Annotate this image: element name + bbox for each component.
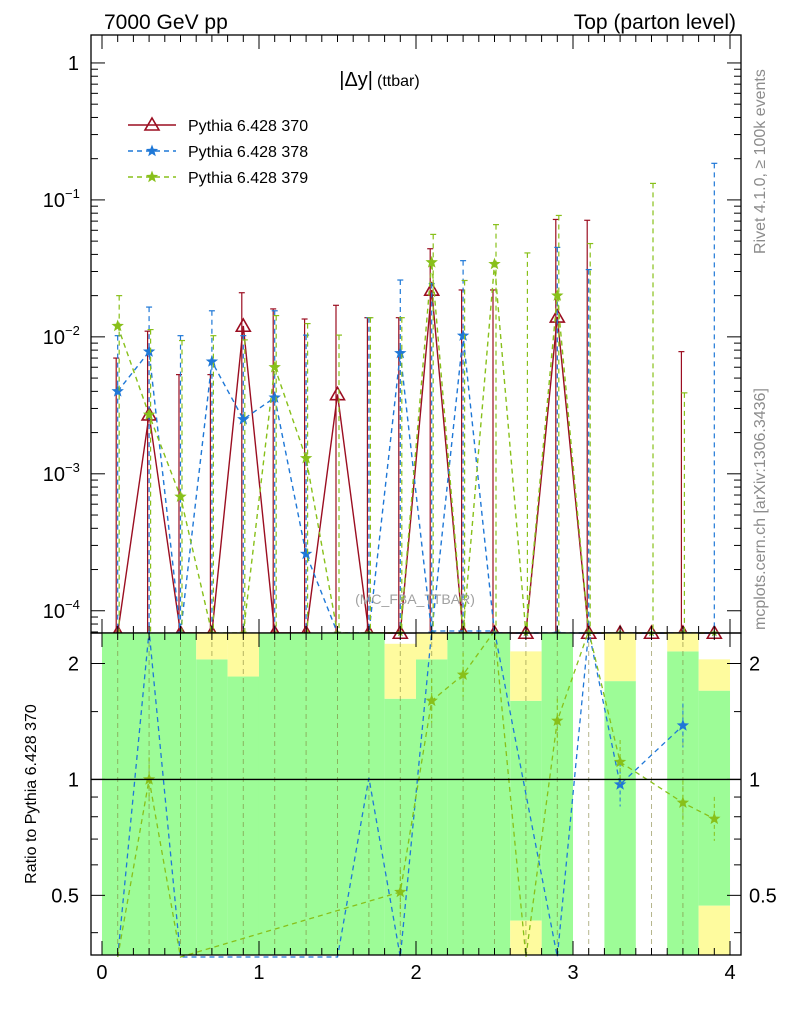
ratio-point-p379 xyxy=(394,885,407,898)
ratio-point-p379 xyxy=(613,755,627,768)
legend: Pythia 6.428 370 Pythia 6.428 378 Pythia 6… xyxy=(128,116,308,187)
plot-title: |Δy| xyxy=(339,69,373,91)
ratio-panel: 0.5 0.5 1 1 2 2 0 1 2 3 4 Ratio to Pythia 6.428 3… xyxy=(23,628,777,984)
series-line-p379 xyxy=(117,262,715,634)
ratio-point-p379 xyxy=(425,694,438,707)
ratio-band-green xyxy=(604,681,636,955)
legend-marker-p378 xyxy=(145,144,159,157)
mcplots-label: mcplots.cern.ch [arXiv:1306.3436] xyxy=(752,388,769,630)
ratio-band-yellow-low xyxy=(698,905,731,955)
main-ytick-label: 10 xyxy=(43,327,65,349)
plot-title-sub: (ttbar) xyxy=(377,73,420,90)
marker-star-p378 xyxy=(394,346,407,359)
main-ytick-label: 10 xyxy=(43,190,65,212)
marker-star-p378 xyxy=(456,329,470,341)
main-series-layer xyxy=(109,162,723,640)
legend-label-p379: Pythia 6.428 379 xyxy=(188,170,308,187)
ratio-ytick-label: 0.5 xyxy=(51,885,79,907)
ratio-bands xyxy=(101,633,731,955)
ratio-band-yellow xyxy=(698,659,731,691)
watermark: (MC_FBA_TTBAR) xyxy=(355,591,475,607)
marker-star-p378 xyxy=(237,412,250,425)
rivet-label: Rivet 4.1.0, ≥ 100k events xyxy=(752,69,769,254)
marker-star-p379 xyxy=(299,451,313,464)
marker-star-p379 xyxy=(142,408,156,420)
ratio-x-axis: 0 1 2 3 4 xyxy=(96,633,736,984)
series-line-p370 xyxy=(117,289,715,634)
ratio-point-p378 xyxy=(676,719,690,731)
ratio-point-p379 xyxy=(708,812,721,825)
series-line-p378 xyxy=(117,335,715,634)
marker-triangle-p370 xyxy=(234,317,252,333)
ratio-y-axis: 0.5 0.5 1 1 2 2 xyxy=(51,653,777,934)
ratio-point-p379 xyxy=(551,714,564,726)
main-ytick-exponent: −1 xyxy=(65,186,80,201)
header-right: Top (parton level) xyxy=(574,11,736,34)
main-ytick-exponent: −3 xyxy=(65,460,80,475)
ratio-ylabel: Ratio to Pythia 6.428 370 xyxy=(23,704,40,884)
marker-star-p378 xyxy=(205,355,219,367)
ratio-xtick-label: 2 xyxy=(410,962,421,984)
ratio-xtick-label: 4 xyxy=(724,962,735,984)
legend-label-p370: Pythia 6.428 370 xyxy=(188,118,308,135)
ratio-point-p379 xyxy=(456,668,470,680)
ratio-point-p379 xyxy=(676,796,690,808)
marker-star-p379 xyxy=(488,257,501,270)
ratio-ytick-label: 2 xyxy=(68,653,79,675)
marker-star-p378 xyxy=(299,547,313,560)
ratio-band-yellow xyxy=(510,651,542,701)
main-ytick-exponent: −4 xyxy=(65,597,80,612)
marker-star-p378 xyxy=(142,345,156,357)
header-left: 7000 GeV pp xyxy=(104,11,228,34)
ratio-xtick-label: 0 xyxy=(96,962,107,984)
marker-star-p379 xyxy=(111,319,124,332)
ratio-band-green xyxy=(541,633,574,955)
series-p370 xyxy=(109,218,723,640)
ratio-ytick-label-right: 2 xyxy=(749,653,760,675)
marker-star-p379 xyxy=(174,490,187,502)
ratio-band-green xyxy=(258,633,385,955)
main-ytick-label: 10 xyxy=(43,464,65,486)
marker-star-p379 xyxy=(425,255,438,268)
marker-star-p379 xyxy=(268,360,281,373)
ratio-band-yellow xyxy=(604,633,636,682)
ratio-xtick-label: 1 xyxy=(253,962,264,984)
main-panel: 10 −410 −310 −210 −11 |Δy| (ttbar) (MC_FBA_T… xyxy=(43,34,742,640)
ratio-ytick-label-right: 0.5 xyxy=(749,885,777,907)
series-p379 xyxy=(111,182,719,637)
marker-star-p378 xyxy=(268,391,281,403)
ratio-xtick-label: 3 xyxy=(567,962,578,984)
main-ytick-label: 1 xyxy=(68,53,79,75)
legend-label-p378: Pythia 6.428 378 xyxy=(188,144,308,161)
marker-star-p378 xyxy=(111,384,124,397)
marker-triangle-p370 xyxy=(329,385,346,401)
marker-star-p379 xyxy=(551,289,564,301)
main-y-axis: 10 −410 −310 −210 −11 xyxy=(43,53,741,633)
main-x-ticks xyxy=(101,35,731,633)
main-ytick-label: 10 xyxy=(43,601,65,623)
ratio-line-p379 xyxy=(117,628,715,958)
ratio-ytick-label: 1 xyxy=(68,769,79,791)
ratio-ytick-label-right: 1 xyxy=(749,769,760,791)
main-ytick-exponent: −2 xyxy=(65,323,80,338)
legend-marker-p379 xyxy=(145,170,159,183)
series-p378 xyxy=(111,162,719,637)
legend-marker-p370 xyxy=(143,116,161,131)
ratio-band-green xyxy=(447,633,511,955)
